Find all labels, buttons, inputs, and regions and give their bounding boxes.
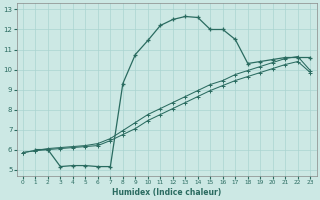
X-axis label: Humidex (Indice chaleur): Humidex (Indice chaleur) (112, 188, 221, 197)
